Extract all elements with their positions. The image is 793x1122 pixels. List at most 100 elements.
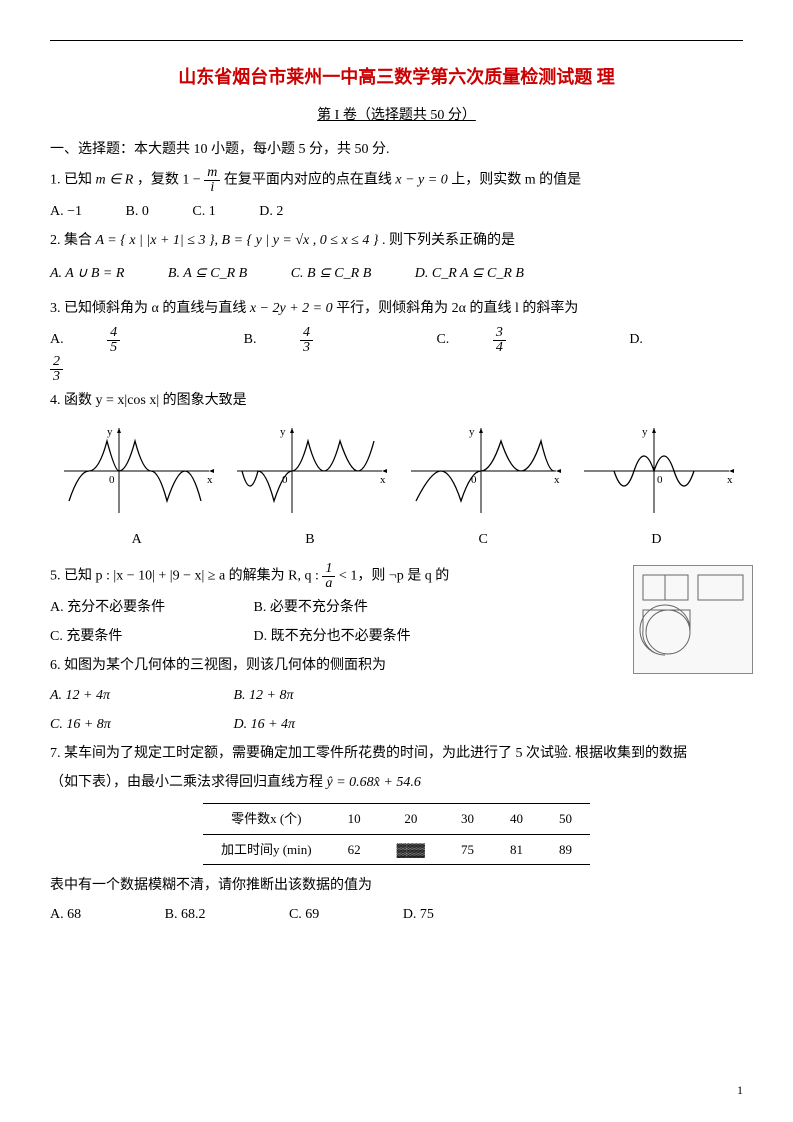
q5-optB: B. 必要不充分条件 [254,600,368,615]
q1-b: ，复数 1 − [137,172,204,187]
q6-three-view [633,565,753,674]
q3-stem: 3. 已知倾斜角为 α 的直线与直线 x − 2y + 2 = 0 平行，则倾斜… [50,296,743,321]
q7-optC: C. 69 [289,907,319,922]
q5-frac: 1 a [322,562,335,591]
q1-options: A. −1 B. 0 C. 1 D. 2 [50,199,743,224]
graph-D: x y 0 D [570,423,743,552]
graph-B-o: 0 [282,474,288,486]
q3-a: 3. 已知倾斜角为 α 的直线与直线 [50,301,250,316]
q3-eq: x − 2y + 2 = 0 [250,301,333,316]
q2-b: . 则下列关系正确的是 [382,233,515,248]
q3-D-den: 3 [50,370,63,384]
q5-optC: C. 充要条件 [50,624,250,649]
graph-C-y: y [469,426,475,438]
table-row: 零件数x (个) 10 20 30 40 50 [203,804,590,834]
q1-c: 在复平面内对应的点在直线 [224,172,396,187]
q7-optA: A. 68 [50,907,81,922]
q7-stem-c: 表中有一个数据模糊不清，请你推断出该数据的值为 [50,873,743,898]
q1-optA: A. −1 [50,204,82,219]
q3-C-num: 3 [493,326,506,341]
graph-C-o: 0 [471,474,477,486]
graph-B-x: x [380,474,386,486]
q1-frac: m i [204,166,220,195]
r2c4: 81 [492,834,541,864]
graph-C-label: C [397,527,570,552]
graph-A-o: 0 [109,474,115,486]
graph-C-x: x [554,474,560,486]
graph-C-svg: x y 0 [406,423,561,518]
q5-optD: D. 既不充分也不必要条件 [254,629,411,644]
q3-B-den: 3 [300,341,313,355]
q3-C-den: 4 [493,341,506,355]
q3-D-num: 2 [50,355,63,370]
q7-optB: B. 68.2 [165,907,206,922]
graph-D-svg: x y 0 [579,423,734,518]
q6-options-2: C. 16 + 8π D. 16 + 4π [50,712,743,737]
q6-optC: C. 16 + 8π [50,712,230,737]
q2-stem: 2. 集合 A = { x | |x + 1| ≤ 3 }, B = { y |… [50,228,743,253]
graph-A-y: y [107,426,113,438]
q3-b: 平行，则倾斜角为 2α 的直线 l 的斜率为 [336,301,578,316]
q2-options: A. A ∪ B = R B. A ⊆ C_R B C. B ⊆ C_R B D… [50,261,743,286]
graph-D-o: 0 [657,474,663,486]
graph-D-x: x [727,474,733,486]
q5-den: a [322,577,335,591]
q3-A: A. 45 [50,332,204,347]
q2-optC: C. B ⊆ C_R B [291,266,372,281]
q7-stem-b: （如下表），由最小二乘法求得回归直线方程 [50,775,327,790]
q3-B: B. 43 [244,332,397,347]
graph-A-svg: x y 0 [59,423,214,518]
section-heading: 一、选择题：本大题共 10 小题，每小题 5 分，共 50 分. [50,137,743,162]
graph-A-x: x [207,474,213,486]
graph-A: x y 0 A [50,423,223,552]
q5-a: 5. 已知 p : |x − 10| + |9 − x| ≥ a 的解集为 R,… [50,569,322,584]
page-number: 1 [737,1080,743,1102]
r2c1: 62 [330,834,379,864]
q3-A-label: A. [50,332,64,347]
graph-B-label: B [223,527,396,552]
row2-label: 加工时间y (min) [203,834,330,864]
q5-optA: A. 充分不必要条件 [50,595,250,620]
table-row: 加工时间y (min) 62 ▓▓▓ 75 81 89 [203,834,590,864]
graph-D-label: D [570,527,743,552]
graph-B: x y 0 B [223,423,396,552]
q2-optD: D. C_R A ⊆ C_R B [415,266,524,281]
r1c5: 50 [541,804,590,834]
q7-options: A. 68 B. 68.2 C. 69 D. 75 [50,902,743,927]
q4-graphs: x y 0 A x y 0 B x y 0 C [50,423,743,552]
q5-b: < 1，则 ¬p 是 q 的 [339,569,449,584]
q6-options-1: A. 12 + 4π B. 12 + 8π [50,683,743,708]
q6-optA: A. 12 + 4π [50,683,230,708]
q7-stem-b-line: （如下表），由最小二乘法求得回归直线方程 ŷ = 0.68x̂ + 54.6 [50,770,743,795]
q5-num: 1 [322,562,335,577]
q6-optD: D. 16 + 4π [234,717,296,732]
r1c3: 30 [443,804,492,834]
r1c1: 10 [330,804,379,834]
q7-stem-a: 7. 某车间为了规定工时定额，需要确定加工零件所花费的时间，为此进行了 5 次试… [50,741,743,766]
q3-C: C. 34 [436,332,589,347]
graph-A-label: A [50,527,223,552]
q4-stem: 4. 函数 y = x|cos x| 的图象大致是 [50,388,743,413]
q6-optB: B. 12 + 8π [234,688,294,703]
q1-optB: B. 0 [126,204,149,219]
r1c2: 20 [379,804,443,834]
r1c4: 40 [492,804,541,834]
q1-optC: C. 1 [192,204,215,219]
q3-B-label: B. [244,332,257,347]
row1-label: 零件数x (个) [203,804,330,834]
q1-d: 上，则实数 m 的值是 [451,172,581,187]
q1-frac-den: i [204,181,220,195]
q3-A-den: 5 [107,341,120,355]
q3-A-num: 4 [107,326,120,341]
page-title: 山东省烟台市莱州一中高三数学第六次质量检测试题 理 [50,61,743,93]
q1-mR: m ∈ R [96,172,134,187]
q3-options: A. 45 B. 43 C. 34 D. 23 [50,326,743,384]
q7-table: 零件数x (个) 10 20 30 40 50 加工时间y (min) 62 ▓… [203,803,590,865]
q7-eq: ŷ = 0.68x̂ + 54.6 [327,775,421,790]
graph-B-svg: x y 0 [232,423,387,518]
q3-B-num: 4 [300,326,313,341]
subtitle: 第 I 卷（选择题共 50 分） [50,103,743,128]
r2c2: ▓▓▓ [379,834,443,864]
top-rule [50,40,743,41]
q1-optD: D. 2 [259,204,283,219]
